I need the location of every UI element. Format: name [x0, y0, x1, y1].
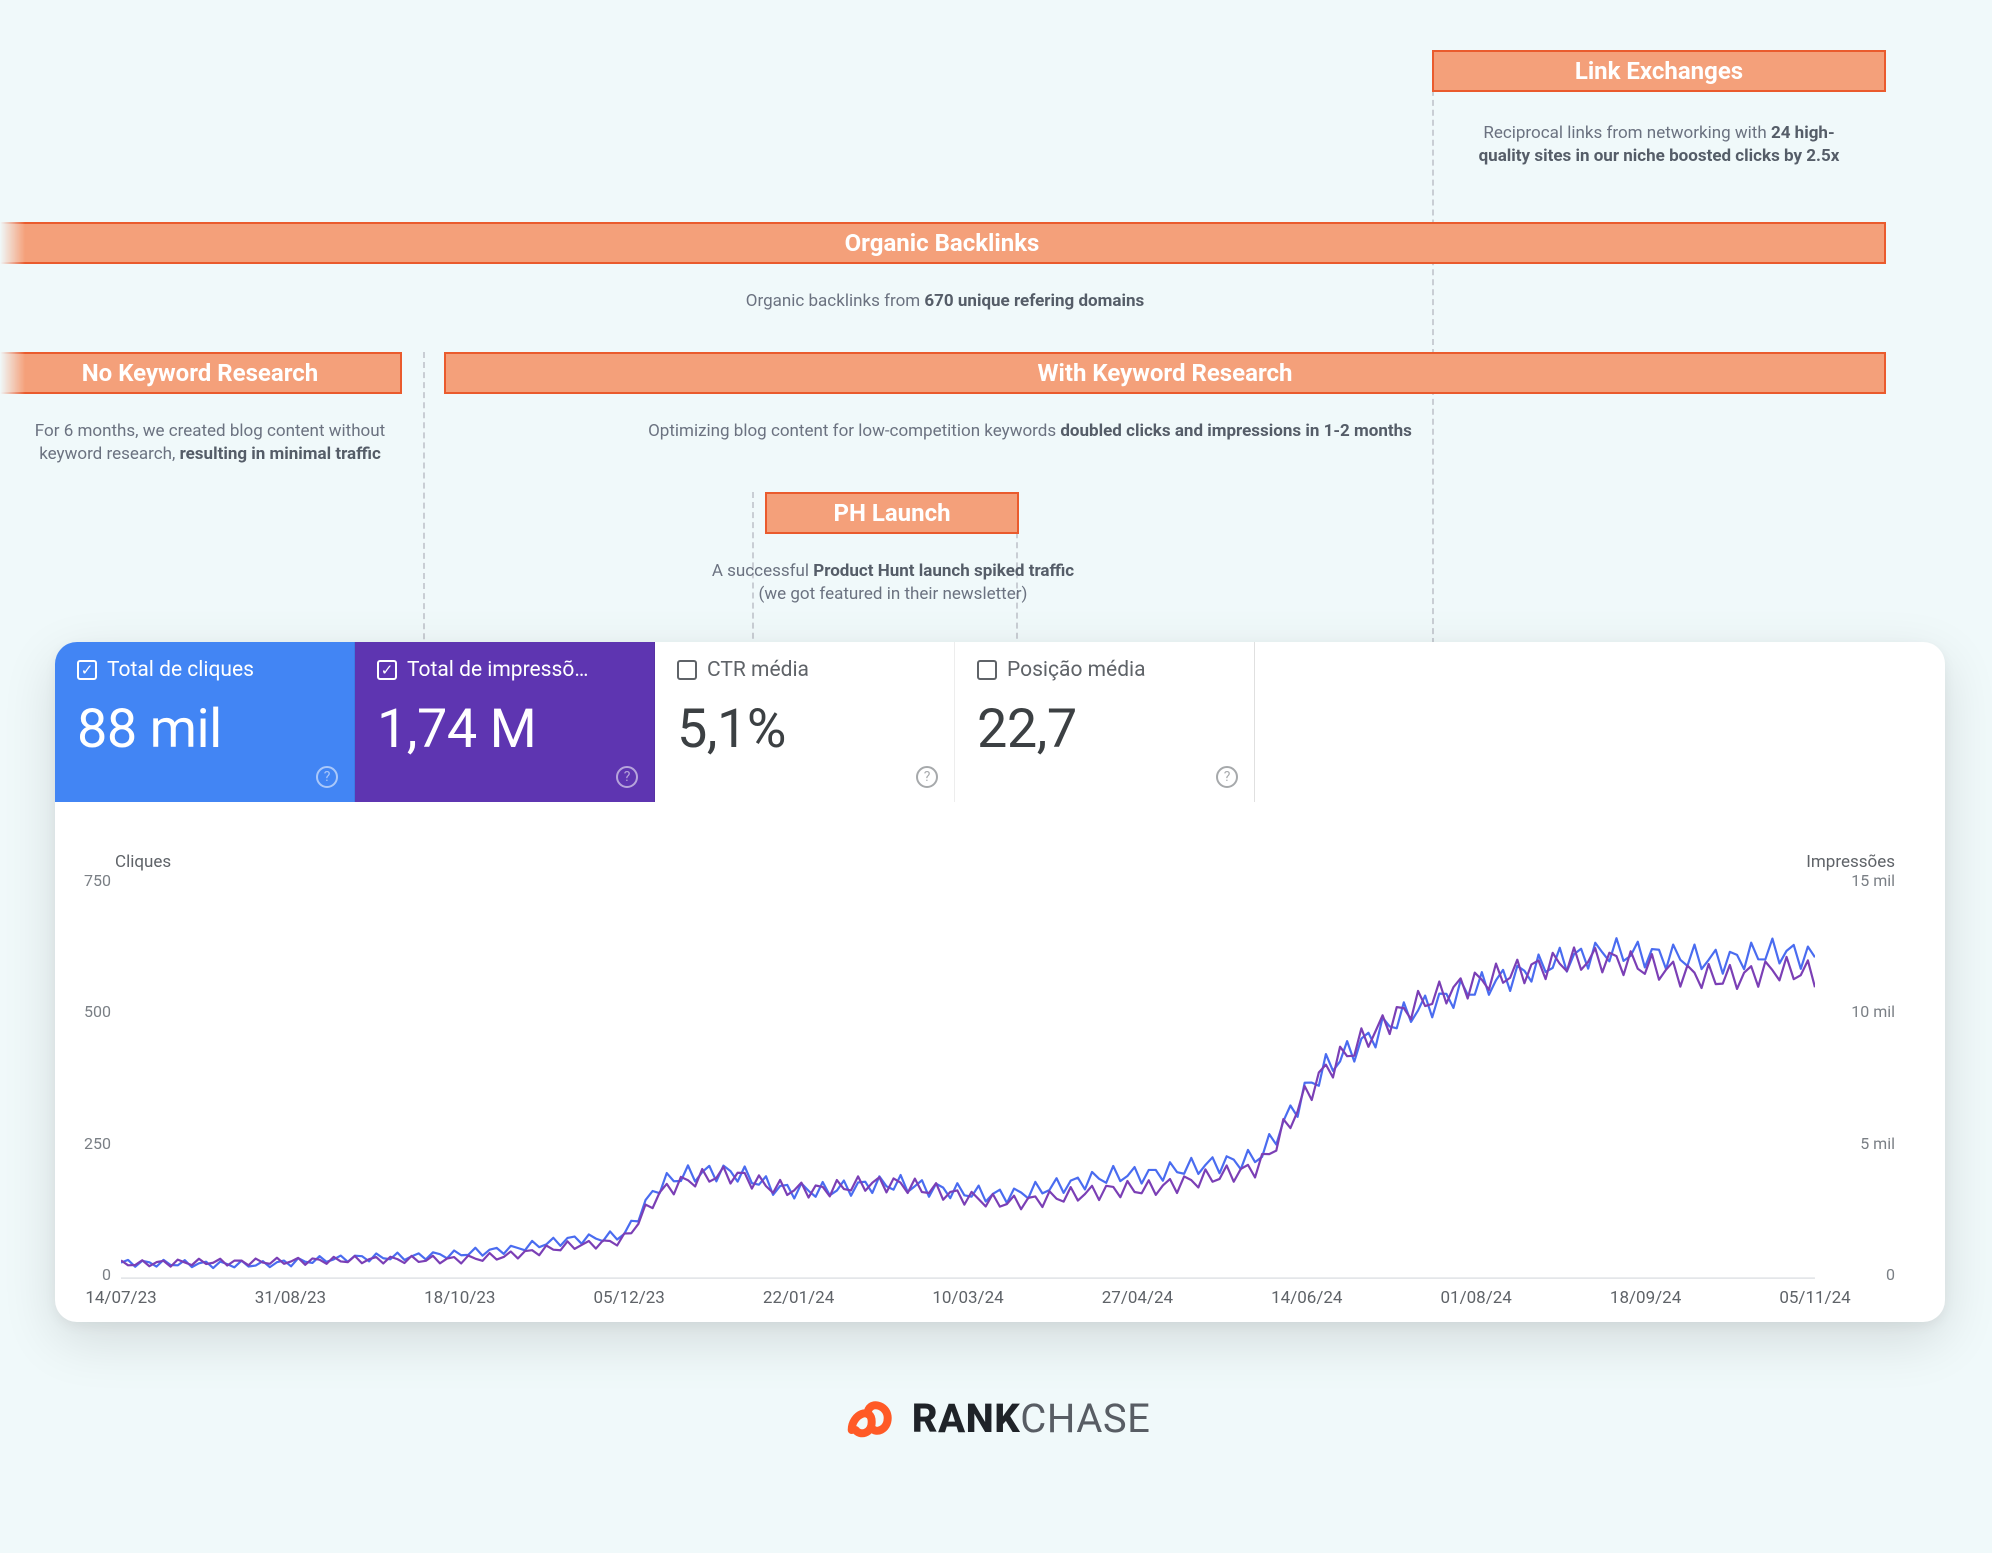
metric-clicks[interactable]: ✓ Total de cliques 88 mil ? — [55, 642, 355, 802]
metric-position-value: 22,7 — [977, 698, 1232, 761]
x-tick: 05/12/23 — [594, 1288, 665, 1308]
banner-organic-backlinks: Organic Backlinks — [0, 222, 1886, 264]
caption-organic-backlinks: Organic backlinks from 670 unique referi… — [540, 290, 1350, 313]
checkbox-icon: ✓ — [377, 660, 397, 680]
y-tick-left: 750 — [71, 871, 111, 890]
x-tick: 10/03/24 — [932, 1288, 1003, 1308]
y-tick-right: 15 mil — [1851, 871, 1895, 890]
help-icon[interactable]: ? — [916, 766, 938, 788]
help-icon[interactable]: ? — [316, 766, 338, 788]
brand-logo: RANKCHASE — [842, 1390, 1151, 1446]
help-icon[interactable]: ? — [616, 766, 638, 788]
banner-link-exchanges: Link Exchanges — [1432, 50, 1886, 92]
x-tick: 31/08/23 — [255, 1288, 326, 1308]
x-tick: 27/04/24 — [1102, 1288, 1173, 1308]
y-tick-left: 250 — [71, 1134, 111, 1153]
banner-with-keyword-title: With Keyword Research — [1038, 359, 1293, 387]
y-tick-left: 500 — [71, 1002, 111, 1021]
metric-ctr-label: CTR média — [707, 658, 809, 682]
chart-svg — [121, 880, 1815, 1279]
metric-impressions[interactable]: ✓ Total de impressõ… 1,74 M ? — [355, 642, 655, 802]
y-tick-right: 10 mil — [1851, 1002, 1895, 1021]
metric-clicks-label: Total de cliques — [107, 658, 254, 682]
x-tick: 05/11/24 — [1779, 1288, 1850, 1308]
banner-no-keyword-title: No Keyword Research — [82, 359, 318, 387]
y-tick-left: 0 — [71, 1265, 111, 1284]
caption-with-keyword: Optimizing blog content for low-competit… — [530, 420, 1530, 443]
checkbox-icon: ✓ — [77, 660, 97, 680]
infographic-canvas: Link Exchanges Reciprocal links from net… — [0, 0, 1992, 1553]
metric-position-label: Posição média — [1007, 658, 1146, 682]
metric-position[interactable]: Posição média 22,7 ? — [955, 642, 1255, 802]
banner-organic-backlinks-title: Organic Backlinks — [845, 229, 1040, 257]
caption-ph-launch: A successful Product Hunt launch spiked … — [708, 560, 1078, 606]
y-tick-right: 0 — [1886, 1265, 1895, 1284]
metric-ctr[interactable]: CTR média 5,1% ? — [655, 642, 955, 802]
metric-impressions-label: Total de impressõ… — [407, 658, 588, 682]
chart-region: Cliques Impressões 0 250 500 750 0 5 mil 10 m… — [65, 852, 1935, 1304]
banner-with-keyword: With Keyword Research — [444, 352, 1886, 394]
banner-ph-launch-title: PH Launch — [833, 499, 950, 527]
caption-link-exchanges: Reciprocal links from networking with 24… — [1462, 122, 1856, 168]
logo-text: RANKCHASE — [912, 1395, 1151, 1442]
y-tick-right: 5 mil — [1860, 1134, 1895, 1153]
checkbox-icon — [677, 660, 697, 680]
metric-clicks-value: 88 mil — [77, 698, 332, 761]
x-tick: 01/08/24 — [1441, 1288, 1512, 1308]
logo-icon — [842, 1390, 898, 1446]
axis-label-clicks: Cliques — [115, 852, 171, 872]
banner-ph-launch: PH Launch — [765, 492, 1019, 534]
x-tick: 18/10/23 — [424, 1288, 495, 1308]
x-tick: 14/07/23 — [85, 1288, 156, 1308]
metric-row: ✓ Total de cliques 88 mil ? ✓ Total de imp… — [55, 642, 1255, 802]
caption-no-keyword: For 6 months, we created blog content wi… — [5, 420, 415, 466]
checkbox-icon — [977, 660, 997, 680]
gsc-card: ✓ Total de cliques 88 mil ? ✓ Total de imp… — [55, 642, 1945, 1322]
axis-label-impressions: Impressões — [1806, 852, 1895, 872]
metric-ctr-value: 5,1% — [677, 698, 932, 761]
x-tick: 14/06/24 — [1271, 1288, 1342, 1308]
metric-impressions-value: 1,74 M — [377, 698, 632, 761]
x-tick: 22/01/24 — [763, 1288, 834, 1308]
banner-no-keyword: No Keyword Research — [0, 352, 402, 394]
help-icon[interactable]: ? — [1216, 766, 1238, 788]
x-tick: 18/09/24 — [1610, 1288, 1681, 1308]
banner-link-exchanges-title: Link Exchanges — [1575, 57, 1743, 85]
